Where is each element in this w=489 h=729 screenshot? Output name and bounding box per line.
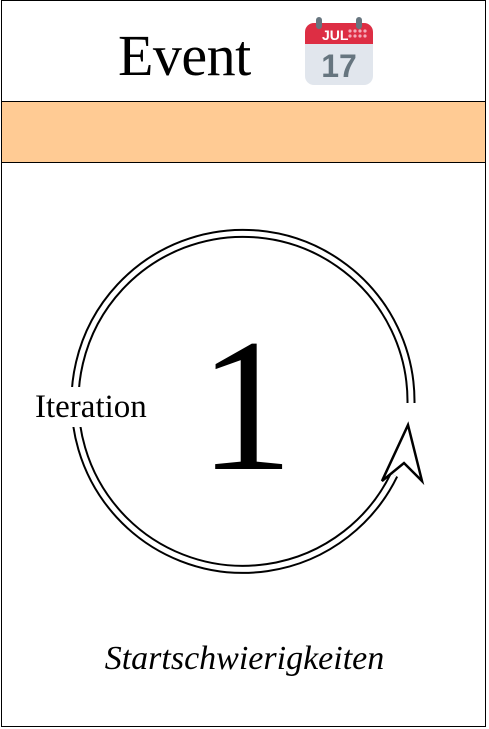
card-title: Event [118,23,251,88]
calendar-month: JUL [322,27,349,43]
iteration-label: Iteration [33,387,149,427]
card-subtitle: Startschwierigkeiten [104,640,385,677]
iteration-number: 1 [198,301,294,511]
cycle-arrow-icon [70,228,425,574]
card-header: Event JUL 17 [2,1,485,102]
calendar-day: 17 [321,48,357,84]
calendar-icon: JUL 17 [305,17,373,85]
color-band [2,102,485,163]
